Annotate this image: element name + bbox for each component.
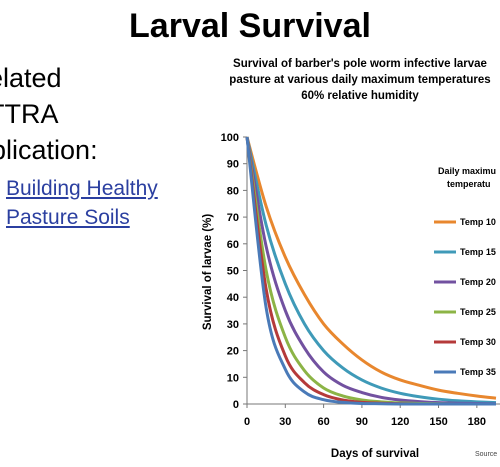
x-tick-label: 180 bbox=[468, 416, 486, 428]
y-tick-label: 10 bbox=[227, 372, 239, 384]
y-tick-label: 100 bbox=[221, 132, 239, 144]
legend-title: Daily maximu bbox=[438, 166, 496, 176]
y-tick-label: 40 bbox=[227, 292, 239, 304]
x-tick-label: 0 bbox=[244, 416, 250, 428]
x-tick-label: 150 bbox=[429, 416, 447, 428]
x-tick-label: 60 bbox=[317, 416, 329, 428]
publication-link[interactable]: Pasture Soils bbox=[6, 206, 130, 229]
series-line-temp-15 bbox=[245, 136, 497, 405]
series-line-temp-10 bbox=[245, 136, 497, 400]
series-line-temp-20 bbox=[245, 136, 497, 406]
y-axis-label: Survival of larvae (%) bbox=[202, 214, 214, 330]
y-tick-label: 80 bbox=[227, 185, 239, 197]
source-note: Source bbox=[475, 451, 497, 458]
legend-entry: Temp 20 bbox=[460, 277, 496, 287]
legend-entry: Temp 25 bbox=[460, 307, 496, 317]
chart-title-line: 60% relative humidity bbox=[301, 90, 419, 102]
y-tick-label: 50 bbox=[227, 266, 239, 278]
x-tick-label: 90 bbox=[356, 416, 368, 428]
legend-entry: Temp 15 bbox=[460, 247, 496, 257]
related-publication-panel: elated TTRA ublication: Building Healthy… bbox=[0, 60, 200, 260]
chart-title-line: pasture at various daily maximum tempera… bbox=[229, 74, 491, 86]
chart-title: Survival of barber's pole worm infective… bbox=[205, 56, 500, 104]
legend-title: temperatu bbox=[447, 179, 491, 189]
slide-title: Larval Survival bbox=[129, 7, 371, 45]
x-tick-label: 30 bbox=[279, 416, 291, 428]
legend-entry: Temp 35 bbox=[460, 367, 496, 377]
chart-title-line: Survival of barber's pole worm infective… bbox=[233, 58, 487, 70]
y-tick-label: 60 bbox=[227, 239, 239, 251]
side-text-line: elated bbox=[0, 63, 62, 93]
side-text-line: ublication: bbox=[0, 135, 98, 165]
x-axis-label: Days of survival bbox=[331, 448, 419, 460]
legend-entry: Temp 10 bbox=[460, 217, 496, 227]
x-tick-label: 120 bbox=[391, 416, 409, 428]
y-tick-label: 0 bbox=[233, 399, 239, 411]
publication-link[interactable]: Building Healthy bbox=[6, 177, 158, 200]
y-tick-label: 70 bbox=[227, 212, 239, 224]
y-tick-label: 20 bbox=[227, 346, 239, 358]
y-tick-label: 90 bbox=[227, 159, 239, 171]
legend-entry: Temp 30 bbox=[460, 337, 496, 347]
side-text-line: TTRA bbox=[0, 99, 59, 129]
series-line-temp-35 bbox=[245, 136, 496, 406]
y-tick-label: 30 bbox=[227, 319, 239, 331]
